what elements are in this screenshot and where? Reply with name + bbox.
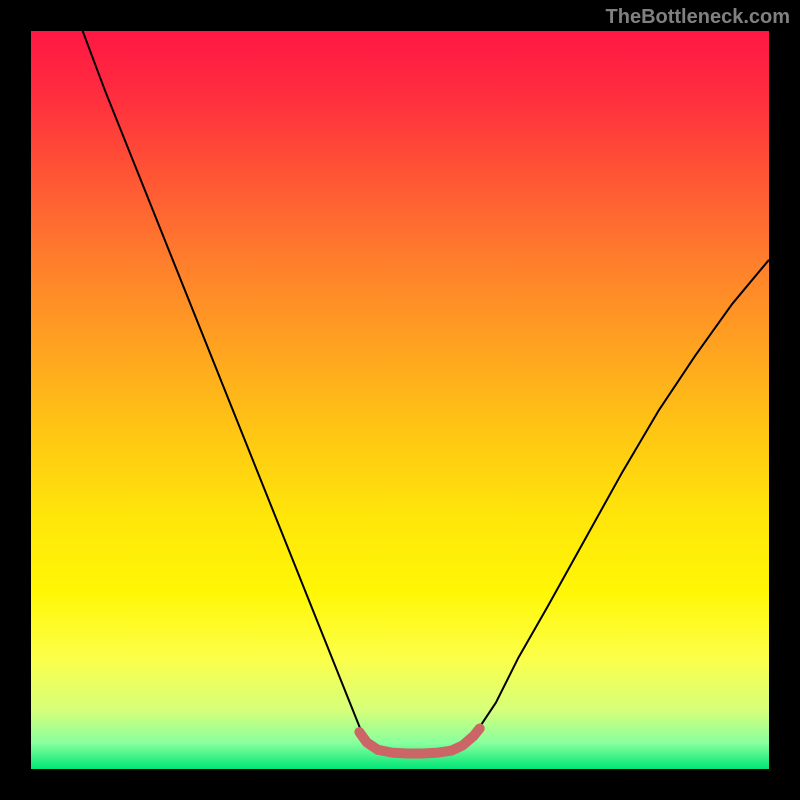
chart-background [31,31,769,769]
chart-plot-area [31,31,769,769]
watermark-text: TheBottleneck.com [606,6,790,29]
chart-svg [31,31,769,769]
